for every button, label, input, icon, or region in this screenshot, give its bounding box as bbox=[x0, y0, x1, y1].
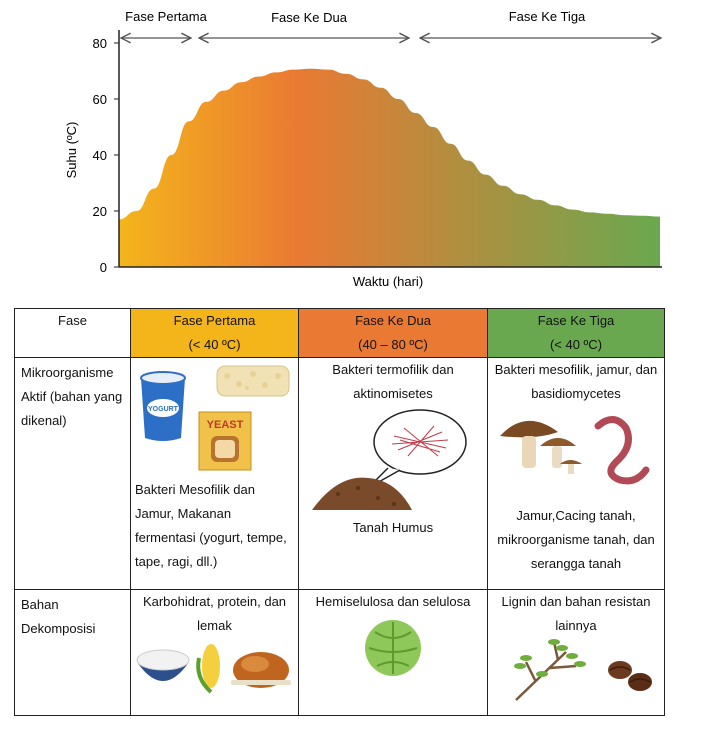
row-microorganisms: Mikroorganisme Aktif (bahan yang dikenal… bbox=[14, 357, 665, 590]
bacteria-bubble-icon bbox=[367, 409, 467, 489]
cell-first-microorganisms: YOGURT YEAST Bakteri Mesofilik dan Ja bbox=[130, 357, 299, 590]
twig-icon bbox=[514, 639, 586, 701]
temperature-area bbox=[119, 68, 660, 267]
yogurt-icon: YOGURT bbox=[140, 371, 186, 441]
header-fase-ke-tiga: Fase Ke Tiga (< 40 ºC) bbox=[487, 308, 665, 358]
row-label-microorganisms: Mikroorganisme Aktif (bahan yang dikenal… bbox=[14, 357, 131, 590]
svg-text:YEAST: YEAST bbox=[207, 419, 244, 431]
y-tick-label: 0 bbox=[100, 260, 107, 275]
header-fase: Fase bbox=[14, 308, 131, 358]
cell-second-decomposition: Hemiselulosa dan selulosa bbox=[298, 589, 488, 716]
temperature-chart: 0 20 40 60 80 Suhu (ºC) Waktu (hari) Fase Pe… bbox=[64, 9, 717, 289]
header-fase-pertama: Fase Pertama (< 40 ºC) bbox=[130, 308, 299, 358]
header-fase-ke-dua: Fase Ke Dua (40 – 80 ºC) bbox=[298, 308, 488, 358]
tempeh-icon bbox=[216, 365, 290, 397]
phase-label-third: Fase Ke Tiga bbox=[509, 9, 586, 24]
phase-label-second: Fase Ke Dua bbox=[271, 10, 348, 25]
cell-second-microorganisms: Bakteri termofilik dan aktinomisetes Tan… bbox=[298, 357, 488, 590]
cabbage-icon bbox=[365, 620, 421, 676]
y-axis-label: Suhu (ºC) bbox=[64, 122, 79, 179]
humus-soil-illustration bbox=[312, 409, 467, 510]
y-tick-label: 40 bbox=[93, 148, 107, 163]
food-illustration bbox=[136, 644, 291, 694]
mushroom-worm-illustration bbox=[500, 416, 650, 485]
cell-third-decomposition: Lignin dan bahan resistan lainnya bbox=[487, 589, 665, 716]
cell-first-decomposition: Karbohidrat, protein, dan lemak bbox=[130, 589, 299, 716]
roast-chicken-icon bbox=[231, 652, 291, 688]
yeast-icon: YEAST bbox=[198, 411, 252, 471]
svg-text:YOGURT: YOGURT bbox=[148, 406, 179, 413]
phase-table: Fase Fase Pertama (< 40 ºC) Fase Ke Dua (4… bbox=[14, 308, 665, 716]
rice-bowl-icon bbox=[136, 649, 190, 681]
y-tick-label: 60 bbox=[93, 92, 107, 107]
soil-pile-icon bbox=[312, 477, 412, 510]
phase-label-first: Fase Pertama bbox=[125, 9, 207, 24]
y-tick-label: 20 bbox=[93, 204, 107, 219]
row-label-decomposition: Bahan Dekomposisi bbox=[14, 589, 131, 716]
cell-third-microorganisms: Bakteri mesofilik, jamur, dan basidiomyc… bbox=[487, 357, 665, 590]
worm-icon bbox=[594, 416, 650, 485]
x-axis-label: Waktu (hari) bbox=[353, 274, 423, 289]
fermented-food-illustration: YOGURT YEAST bbox=[140, 365, 290, 471]
mushroom-icon bbox=[500, 420, 582, 474]
corn-icon bbox=[196, 644, 220, 694]
lignin-illustration bbox=[514, 639, 652, 701]
row-decomposition: Bahan Dekomposisi Karbohidrat, protein, … bbox=[14, 589, 665, 716]
y-tick-label: 80 bbox=[93, 36, 107, 51]
table-header-row: Fase Fase Pertama (< 40 ºC) Fase Ke Dua (4… bbox=[14, 308, 665, 358]
coffee-beans-icon bbox=[608, 661, 652, 691]
y-ticks: 0 20 40 60 80 bbox=[93, 36, 119, 275]
